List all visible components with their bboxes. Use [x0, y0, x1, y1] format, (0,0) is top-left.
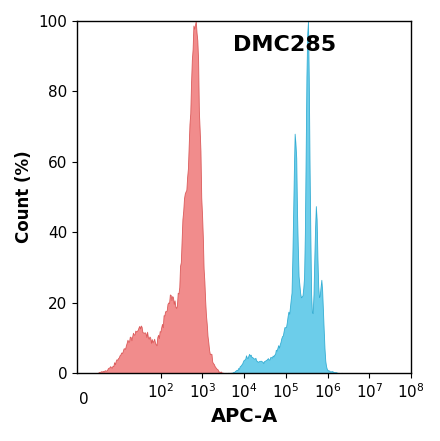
Y-axis label: Count (%): Count (%): [15, 151, 33, 243]
Text: DMC285: DMC285: [233, 35, 336, 55]
X-axis label: APC-A: APC-A: [211, 407, 278, 426]
Text: 0: 0: [79, 392, 88, 407]
